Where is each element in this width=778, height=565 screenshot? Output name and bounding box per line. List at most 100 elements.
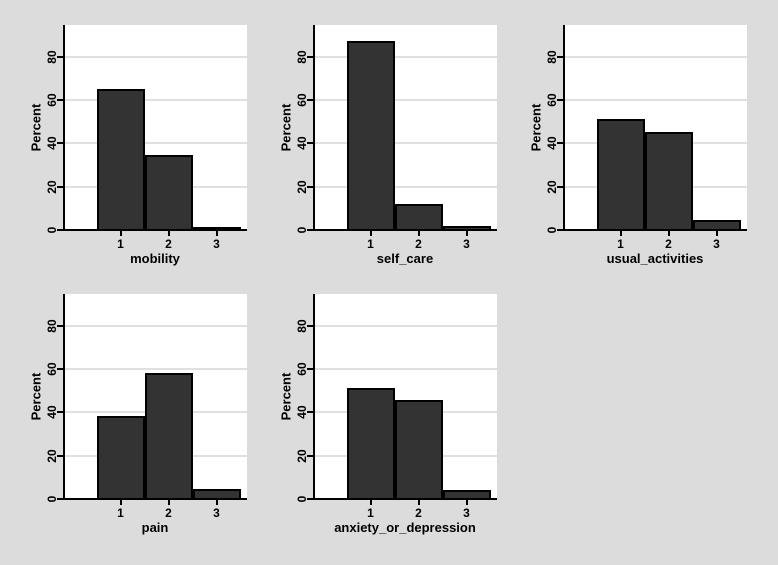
x-tick-label: 1	[117, 506, 124, 520]
y-tick-mark	[307, 411, 313, 414]
x-axis-title: usual_activities	[606, 251, 704, 266]
subplot-self-care: Percent self_care 0 20 40 60 80 1 2 3	[270, 25, 500, 270]
bar-category-2	[644, 132, 693, 229]
plot-area	[63, 25, 247, 231]
x-tick-mark	[715, 231, 718, 236]
x-tick-mark	[167, 500, 170, 505]
gridline	[65, 55, 247, 58]
y-tick-mark	[57, 185, 63, 188]
y-axis-title: Percent	[28, 372, 44, 421]
x-tick-label: 3	[713, 237, 720, 251]
x-tick-label: 1	[367, 237, 374, 251]
subplot-anxiety-or-depression: Percent anxiety_or_depression 0 20 40 60 80 1…	[270, 294, 500, 539]
x-tick-label: 3	[213, 237, 220, 251]
x-tick-label: 2	[665, 237, 672, 251]
gridline	[315, 367, 497, 370]
y-tick-mark	[57, 98, 63, 101]
y-tick-label: 80	[45, 318, 59, 333]
y-tick-label: 60	[45, 362, 59, 376]
x-tick-label: 2	[165, 506, 172, 520]
y-tick-label: 0	[295, 226, 309, 234]
x-tick-label: 2	[415, 237, 422, 251]
x-tick-label: 1	[117, 237, 124, 251]
y-tick-mark	[307, 98, 313, 101]
gridline	[65, 367, 247, 370]
x-tick-label: 3	[463, 237, 470, 251]
x-tick-mark	[667, 231, 670, 236]
x-tick-label: 2	[415, 506, 422, 520]
x-tick-mark	[417, 231, 420, 236]
plot-area	[313, 294, 497, 500]
plot-area	[313, 25, 497, 231]
gridline	[565, 98, 747, 101]
y-axis-title: Percent	[528, 103, 544, 152]
y-tick-label: 60	[45, 93, 59, 107]
bar-category-2	[144, 372, 193, 498]
y-tick-mark	[307, 229, 313, 231]
bar-category-2	[394, 203, 443, 229]
bar-category-1	[346, 387, 395, 498]
plot-area	[563, 25, 747, 231]
bar-category-3	[442, 489, 491, 498]
gridline	[315, 324, 497, 327]
x-tick-label: 1	[367, 506, 374, 520]
gridline	[315, 142, 497, 145]
x-tick-mark	[465, 500, 468, 505]
y-tick-label: 20	[295, 448, 309, 463]
y-tick-label: 80	[45, 49, 59, 64]
y-axis-title: Percent	[278, 372, 294, 421]
y-tick-label: 80	[545, 49, 559, 64]
x-tick-label: 3	[463, 506, 470, 520]
y-tick-label: 60	[295, 362, 309, 376]
x-axis-title: mobility	[130, 251, 180, 266]
y-tick-mark	[307, 367, 313, 370]
y-tick-mark	[307, 185, 313, 188]
y-tick-label: 20	[295, 179, 309, 194]
y-tick-mark	[557, 98, 563, 101]
subplot-usual-activities: Percent usual_activities 0 20 40 60 80 1 2 3	[520, 25, 750, 270]
y-tick-mark	[307, 55, 313, 58]
gridline	[65, 324, 247, 327]
y-axis-title: Percent	[278, 103, 294, 152]
y-tick-mark	[57, 498, 63, 500]
y-tick-mark	[57, 55, 63, 58]
x-tick-label: 3	[213, 506, 220, 520]
y-tick-label: 60	[295, 93, 309, 107]
x-tick-mark	[215, 231, 218, 236]
y-tick-mark	[57, 367, 63, 370]
y-axis-title: Percent	[28, 103, 44, 152]
subplot-pain: Percent pain 0 20 40 60 80 1 2 3	[20, 294, 250, 539]
x-tick-mark	[465, 231, 468, 236]
y-tick-label: 40	[45, 405, 59, 419]
y-tick-label: 40	[295, 405, 309, 419]
plot-area	[63, 294, 247, 500]
y-tick-mark	[307, 498, 313, 500]
y-tick-mark	[57, 142, 63, 145]
y-tick-label: 0	[295, 495, 309, 503]
y-tick-label: 40	[295, 136, 309, 150]
y-tick-label: 20	[45, 179, 59, 194]
bar-category-3	[692, 219, 741, 229]
y-tick-mark	[557, 55, 563, 58]
bar-category-1	[346, 40, 395, 229]
y-tick-mark	[557, 229, 563, 231]
y-tick-mark	[557, 142, 563, 145]
y-tick-label: 0	[545, 226, 559, 234]
bar-category-2	[144, 154, 193, 229]
bar-category-3	[192, 488, 241, 498]
x-tick-label: 2	[165, 237, 172, 251]
y-tick-mark	[57, 454, 63, 457]
bar-category-1	[96, 89, 145, 229]
gridline	[565, 55, 747, 58]
gridline	[65, 142, 247, 145]
gridline	[315, 98, 497, 101]
bar-category-1	[596, 118, 645, 229]
bar-category-3	[442, 225, 491, 229]
y-tick-mark	[57, 229, 63, 231]
y-tick-mark	[57, 324, 63, 327]
y-tick-label: 40	[45, 136, 59, 150]
x-axis-title: self_care	[376, 251, 434, 266]
gridline	[65, 98, 247, 101]
bar-category-1	[96, 415, 145, 498]
